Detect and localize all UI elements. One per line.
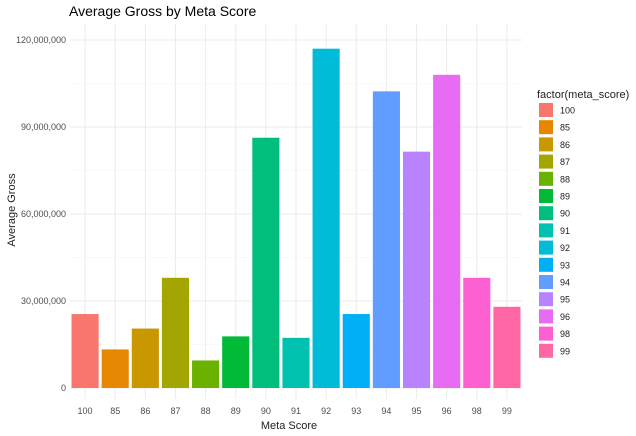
x-tick-label: 94 <box>381 406 391 416</box>
legend-label: 94 <box>560 278 570 288</box>
legend: factor(meta_score) 100 85 86 87 88 89 90 91 92 93… <box>537 89 629 358</box>
y-tick-label: 60,000,000 <box>21 209 66 219</box>
legend-key-96 <box>539 309 553 324</box>
legend-label: 90 <box>560 209 570 219</box>
x-axis-title: Meta Score <box>261 420 317 432</box>
x-axis: 100 85 86 87 88 89 90 91 92 93 94 95 96 98 99 <box>78 406 512 416</box>
legend-label: 93 <box>560 260 570 270</box>
legend-key-95 <box>539 292 553 307</box>
x-tick-label: 98 <box>472 406 482 416</box>
x-tick-label: 90 <box>261 406 271 416</box>
legend-title: factor(meta_score) <box>537 89 629 101</box>
legend-key-90 <box>539 206 553 221</box>
legend-label: 86 <box>560 140 570 150</box>
legend-key-88 <box>539 171 553 186</box>
bar-98 <box>463 277 491 388</box>
legend-label: 87 <box>560 157 570 167</box>
legend-key-98 <box>539 326 553 341</box>
bar-94 <box>372 91 400 388</box>
x-tick-label: 89 <box>231 406 241 416</box>
legend-key-85 <box>539 120 553 135</box>
legend-key-86 <box>539 137 553 152</box>
x-tick-label: 100 <box>78 406 93 416</box>
bar-96 <box>433 74 461 389</box>
legend-key-92 <box>539 240 553 255</box>
x-tick-label: 96 <box>442 406 452 416</box>
x-tick-label: 86 <box>140 406 150 416</box>
x-tick-label: 87 <box>170 406 180 416</box>
legend-label: 100 <box>560 106 575 116</box>
bar-89 <box>222 336 250 388</box>
legend-key-94 <box>539 275 553 289</box>
chart-title: Average Gross by Meta Score <box>69 3 256 19</box>
legend-label: 98 <box>560 329 570 339</box>
legend-key-93 <box>539 257 553 272</box>
x-tick-label: 93 <box>351 406 361 416</box>
bar-92 <box>312 48 340 388</box>
y-tick-label: 90,000,000 <box>21 122 66 132</box>
legend-label: 91 <box>560 226 570 236</box>
bar-90 <box>252 137 280 388</box>
y-tick-label: 120,000,000 <box>16 35 66 45</box>
x-tick-label: 99 <box>502 406 512 416</box>
legend-label: 92 <box>560 243 570 253</box>
bar-87 <box>161 277 190 388</box>
legend-key-87 <box>539 154 553 169</box>
bar-95 <box>402 151 431 388</box>
bar-88 <box>192 360 220 388</box>
bar-100 <box>71 314 99 388</box>
bar-86 <box>131 328 159 388</box>
legend-key-91 <box>539 223 553 238</box>
legend-label: 88 <box>560 174 570 184</box>
x-tick-label: 85 <box>110 406 120 416</box>
legend-label: 95 <box>560 295 570 305</box>
bar-91 <box>282 337 310 388</box>
x-tick-label: 95 <box>412 406 422 416</box>
bar-99 <box>493 306 521 388</box>
legend-key-99 <box>539 343 553 358</box>
y-tick-label: 30,000,000 <box>21 296 66 306</box>
legend-label: 99 <box>560 346 570 356</box>
legend-key-89 <box>539 189 553 203</box>
x-tick-label: 91 <box>291 406 301 416</box>
bar-85 <box>101 349 129 388</box>
legend-label: 89 <box>560 192 570 202</box>
legend-label: 85 <box>560 123 570 133</box>
y-tick-label: 0 <box>61 383 66 393</box>
x-tick-label: 88 <box>201 406 211 416</box>
y-axis: 0 30,000,000 60,000,000 90,000,000 120,000,0… <box>16 35 66 393</box>
legend-key-100 <box>539 103 553 117</box>
bars-layer <box>71 48 521 389</box>
legend-label: 96 <box>560 312 570 322</box>
y-axis-title: Average Gross <box>6 173 18 247</box>
x-tick-label: 92 <box>321 406 331 416</box>
bar-93 <box>342 314 370 388</box>
